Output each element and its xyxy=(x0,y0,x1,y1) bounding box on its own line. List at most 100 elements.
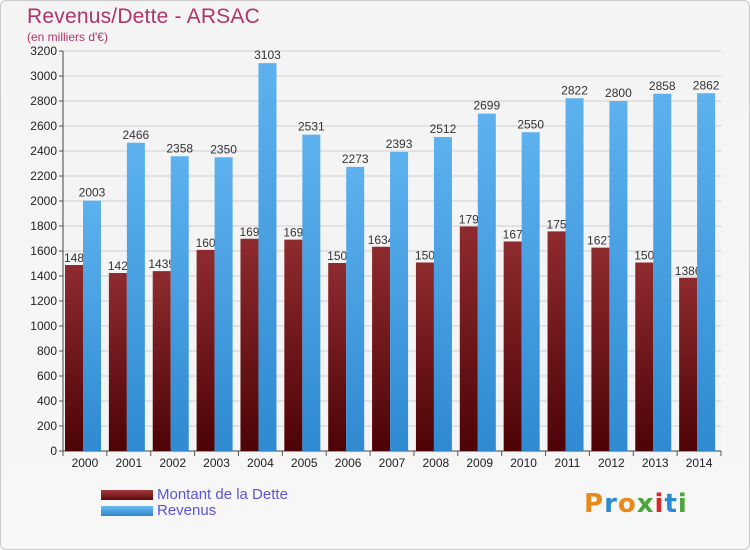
legend-swatch-debt xyxy=(101,490,153,500)
y-tick-label: 1000 xyxy=(30,319,57,333)
debt-value-label: 1386 xyxy=(675,264,702,278)
revenue-bar xyxy=(170,156,189,451)
x-tick-label: 2007 xyxy=(379,456,406,470)
y-tick-label: 1400 xyxy=(30,269,57,283)
debt-value-label: 1627 xyxy=(587,234,614,248)
y-tick-label: 2600 xyxy=(30,119,57,133)
debt-value-label: 150 xyxy=(415,249,435,263)
revenue-value-label: 2350 xyxy=(210,142,237,156)
debt-value-label: 167 xyxy=(503,228,523,242)
y-tick-label: 400 xyxy=(37,394,57,408)
revenue-value-label: 2273 xyxy=(342,152,369,166)
debt-value-label: 160 xyxy=(196,236,216,250)
debt-value-label: 142 xyxy=(108,259,128,273)
revenue-bar xyxy=(653,93,672,451)
debt-bar xyxy=(284,239,303,451)
revenue-bar xyxy=(126,142,145,451)
y-tick-label: 3000 xyxy=(30,69,57,83)
revenue-bar xyxy=(83,200,101,451)
debt-bar xyxy=(65,265,83,451)
x-tick-label: 2014 xyxy=(686,456,713,470)
debt-bar xyxy=(372,246,391,451)
y-tick-label: 2800 xyxy=(30,94,57,108)
x-tick-label: 2004 xyxy=(247,456,274,470)
debt-value-label: 1439 xyxy=(148,257,175,271)
debt-bar xyxy=(152,271,171,451)
debt-bar xyxy=(459,226,478,451)
revenue-value-label: 2822 xyxy=(561,83,588,97)
revenue-bar xyxy=(390,151,409,451)
debt-value-label: 169 xyxy=(283,226,303,240)
logo-letter: i xyxy=(677,489,688,519)
revenue-value-label: 2003 xyxy=(79,186,106,200)
revenue-value-label: 2862 xyxy=(693,78,720,92)
y-tick-label: 600 xyxy=(37,369,57,383)
y-tick-label: 2400 xyxy=(30,144,57,158)
logo-letter: r xyxy=(604,489,618,519)
debt-bar xyxy=(328,263,347,451)
y-tick-label: 3200 xyxy=(30,44,57,58)
revenue-bar xyxy=(214,157,233,451)
x-tick-label: 2006 xyxy=(335,456,362,470)
debt-value-label: 179 xyxy=(459,213,479,227)
revenue-bar xyxy=(258,63,277,451)
revenue-value-label: 2512 xyxy=(430,122,457,136)
logo-letter: x xyxy=(636,489,655,519)
revenue-bar xyxy=(609,101,628,451)
revenue-value-label: 2699 xyxy=(473,99,500,113)
y-tick-label: 1800 xyxy=(30,219,57,233)
debt-bar xyxy=(679,277,698,451)
x-tick-label: 2013 xyxy=(642,456,669,470)
debt-value-label: 1634 xyxy=(368,233,395,247)
debt-value-label: 150 xyxy=(327,249,347,263)
revenue-bar xyxy=(302,134,321,451)
y-tick-label: 0 xyxy=(50,444,57,458)
debt-bar xyxy=(240,238,259,451)
debt-bar xyxy=(503,241,522,451)
revenue-bar xyxy=(433,137,452,451)
revenue-bar xyxy=(565,98,584,451)
debt-bar xyxy=(591,247,610,451)
x-tick-label: 2005 xyxy=(291,456,318,470)
x-tick-label: 2008 xyxy=(423,456,450,470)
chart-title: Revenus/Dette - ARSAC xyxy=(27,5,260,28)
debt-value-label: 148 xyxy=(64,251,84,265)
revenue-value-label: 2531 xyxy=(298,120,325,134)
x-tick-label: 2012 xyxy=(598,456,625,470)
y-tick-label: 2200 xyxy=(30,169,57,183)
logo-letter: P xyxy=(584,489,605,519)
logo-letter: t xyxy=(664,489,678,519)
x-tick-label: 2001 xyxy=(115,456,142,470)
x-tick-label: 2011 xyxy=(555,456,581,470)
revenue-bar xyxy=(521,132,540,451)
debt-value-label: 169 xyxy=(239,225,259,239)
revenue-value-label: 2466 xyxy=(123,128,150,142)
y-tick-label: 2000 xyxy=(30,194,57,208)
debt-value-label: 150 xyxy=(634,249,654,263)
revenue-value-label: 2858 xyxy=(649,79,676,93)
revenue-value-label: 2800 xyxy=(605,86,632,100)
y-tick-label: 1200 xyxy=(30,294,57,308)
debt-bar xyxy=(415,262,434,451)
x-tick-label: 2003 xyxy=(203,456,230,470)
y-tick-label: 1600 xyxy=(30,244,57,258)
revenue-bar xyxy=(477,113,496,451)
proxiti-logo: Proxiti xyxy=(584,489,688,519)
debt-bar xyxy=(635,262,654,451)
chart-subtitle: (en milliers d'€) xyxy=(27,30,108,44)
legend-label-debt: Montant de la Dette xyxy=(157,486,288,503)
debt-bar xyxy=(196,249,215,451)
y-tick-label: 800 xyxy=(37,344,57,358)
legend-label-revenue: Revenus xyxy=(157,502,217,519)
logo-letter: i xyxy=(654,489,665,519)
legend-swatch-revenue xyxy=(101,506,153,516)
x-tick-label: 2002 xyxy=(159,456,186,470)
y-tick-label: 200 xyxy=(37,419,57,433)
revenue-value-label: 2358 xyxy=(166,141,193,155)
revenue-value-label: 3103 xyxy=(254,48,281,62)
revenue-value-label: 2550 xyxy=(517,117,544,131)
revenue-bar xyxy=(346,166,365,451)
revenue-value-label: 2393 xyxy=(386,137,413,151)
